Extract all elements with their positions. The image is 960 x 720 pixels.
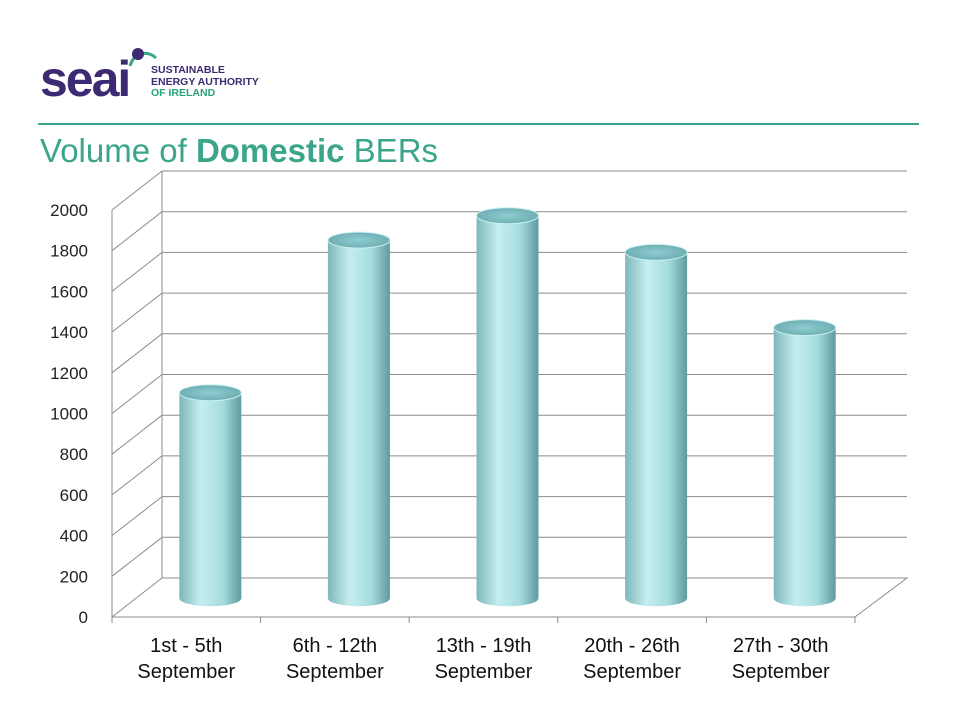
- gridline-side-600: [111, 455, 163, 496]
- x-tick-line: 1st - 5th: [150, 635, 222, 657]
- y-tick-label: 1800: [50, 242, 88, 261]
- x-tick-line: 13th - 19th: [436, 635, 532, 657]
- bar-3: [476, 207, 539, 607]
- x-tick-label: 13th - 19th September: [435, 635, 533, 683]
- x-tick-line: September: [137, 661, 235, 683]
- bar-cap: [624, 243, 688, 261]
- bar-cap: [773, 319, 837, 337]
- gridline-side-400: [111, 496, 163, 536]
- gridline-side-1000: [111, 374, 163, 414]
- y-tick-label: 800: [60, 445, 88, 464]
- y-tick-label: 1400: [50, 323, 88, 342]
- y-tick-label: 400: [60, 527, 88, 546]
- bar-5: [773, 319, 837, 607]
- seai-logo: seai SUSTAINABLE ENERGY AUTHORITY OF IRE…: [40, 44, 280, 106]
- bar-1: [178, 384, 242, 607]
- y-axis-ticks: 0 200 400 600 800 1000 1200 1400 1600 1800 2000: [50, 201, 88, 627]
- x-tick-label: 6th - 12th September: [286, 635, 384, 683]
- gridline-side-1600: [111, 252, 163, 292]
- bar-body: [625, 252, 688, 607]
- x-tick-label: 1st - 5th September: [137, 635, 235, 683]
- header-divider: [38, 123, 919, 125]
- chart-bars: [178, 207, 837, 607]
- gridline-side-800: [111, 414, 163, 455]
- y-tick-label: 2000: [50, 201, 88, 220]
- x-tick-line: 6th - 12th: [293, 635, 378, 657]
- title-prefix: Volume of: [40, 132, 196, 169]
- gridline-side-1200: [111, 333, 163, 374]
- logo-tagline: SUSTAINABLE ENERGY AUTHORITY OF IRELAND: [151, 64, 259, 100]
- y-tick-label: 1600: [50, 282, 88, 301]
- title-bold: Domestic: [195, 132, 345, 169]
- x-tick-line: 20th - 26th: [584, 635, 680, 657]
- y-tick-label: 0: [79, 608, 88, 627]
- page-title: Volume of Domestic BERs: [40, 131, 438, 171]
- x-tick-line: September: [435, 661, 533, 683]
- bar-cap: [476, 207, 539, 225]
- bar-2: [327, 231, 391, 607]
- gridline-side-200: [111, 536, 163, 577]
- gridline-side-1400: [111, 292, 163, 333]
- x-tick-line: September: [583, 661, 681, 683]
- y-tick-label: 1200: [50, 364, 88, 383]
- logo-line-1: SUSTAINABLE: [151, 64, 225, 76]
- logo-line-3: OF IRELAND: [151, 87, 216, 99]
- title-suffix: BERs: [344, 132, 439, 169]
- bar-4: [624, 243, 688, 607]
- bar-cap: [178, 384, 242, 402]
- x-tick-line: September: [732, 661, 830, 683]
- bar-body: [773, 327, 836, 607]
- bar-body: [179, 392, 242, 607]
- y-tick-label: 600: [60, 486, 88, 505]
- x-tick-line: September: [286, 661, 384, 683]
- gridline-side-1800: [111, 211, 163, 252]
- y-tick-label: 200: [60, 567, 88, 586]
- gridline-side-2000: [111, 170, 163, 211]
- logo-arc-icon: [128, 48, 158, 67]
- bar-body: [327, 240, 390, 607]
- bar-body: [476, 215, 539, 607]
- x-tick-label: 20th - 26th September: [583, 635, 681, 683]
- y-tick-label: 1000: [50, 405, 88, 424]
- bar-cap: [327, 231, 391, 249]
- x-tick-line: 27th - 30th: [733, 635, 829, 657]
- x-tick-label: 27th - 30th September: [732, 635, 830, 683]
- logo-wordmark: seai: [40, 51, 131, 107]
- logo-line-2: ENERGY AUTHORITY: [151, 75, 259, 88]
